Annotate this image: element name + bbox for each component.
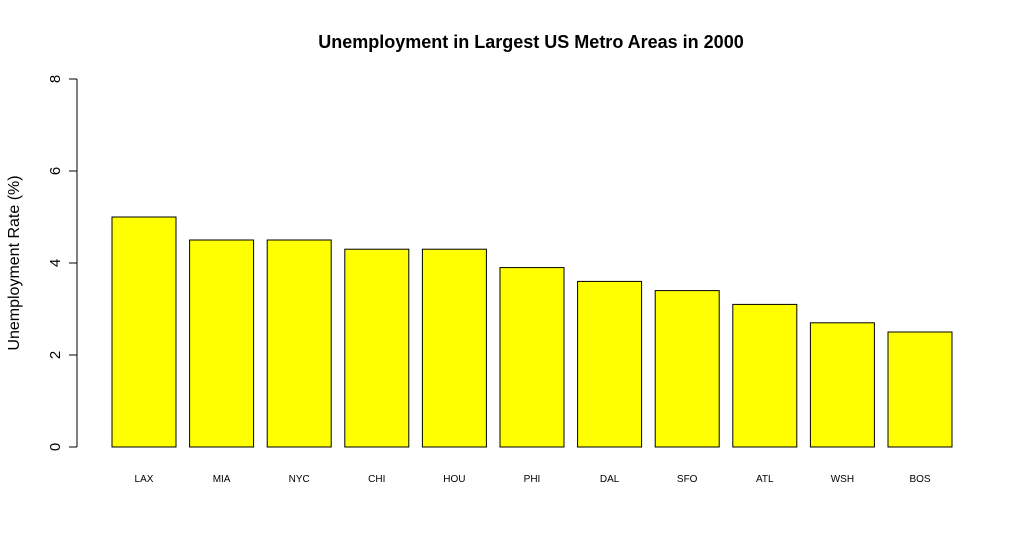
bar-nyc: [266, 239, 332, 448]
y-tick-label: 6: [47, 167, 64, 175]
x-tick-label-atl: ATL: [756, 474, 774, 485]
y-ticks: 0 2 4 6 8: [47, 75, 77, 451]
bar-bos: [887, 331, 953, 448]
x-tick-labels: LAX MIA NYC CHI HOU PHI DAL SFO ATL WSH BOS: [135, 474, 931, 485]
bar-lax: [111, 216, 177, 448]
y-tick-label: 0: [47, 443, 64, 451]
bar-dal: [577, 280, 643, 448]
x-tick-label-phi: PHI: [524, 474, 541, 485]
bar-sfo: [654, 290, 720, 448]
x-tick-label-mia: MIA: [213, 474, 231, 485]
y-tick-label: 4: [47, 259, 64, 267]
x-tick-label-sfo: SFO: [677, 474, 698, 485]
bar-atl: [732, 303, 798, 448]
bar-chi: [344, 248, 410, 448]
bar-wsh: [809, 322, 875, 448]
chart-title: Unemployment in Largest US Metro Areas i…: [318, 32, 743, 52]
x-tick-label-lax: LAX: [135, 474, 154, 485]
bars: [111, 216, 953, 448]
x-tick-label-nyc: NYC: [289, 474, 310, 485]
x-tick-label-bos: BOS: [909, 474, 930, 485]
bar-hou: [421, 248, 487, 448]
y-tick-label: 8: [47, 75, 64, 83]
x-tick-label-hou: HOU: [443, 474, 465, 485]
bar-mia: [189, 239, 255, 448]
y-axis-label: Unemployment Rate (%): [6, 175, 23, 350]
x-tick-label-dal: DAL: [600, 474, 620, 485]
y-tick-label: 2: [47, 351, 64, 359]
bar-phi: [499, 267, 565, 448]
x-tick-label-wsh: WSH: [831, 474, 854, 485]
x-tick-label-chi: CHI: [368, 474, 385, 485]
